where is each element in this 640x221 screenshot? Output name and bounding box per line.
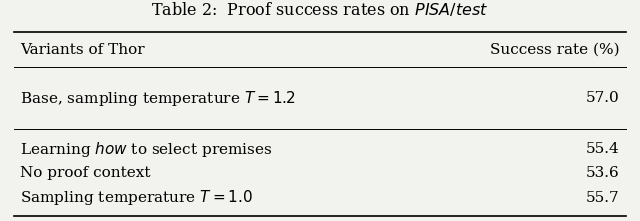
Text: Table 2:  Proof success rates on $\mathit{PISA/test}$: Table 2: Proof success rates on $\mathit… <box>151 1 489 19</box>
Text: No proof context: No proof context <box>20 166 151 181</box>
Text: Sampling temperature $T = 1.0$: Sampling temperature $T = 1.0$ <box>20 188 253 207</box>
Text: Base, sampling temperature $T = 1.2$: Base, sampling temperature $T = 1.2$ <box>20 89 296 108</box>
Text: 55.4: 55.4 <box>586 142 620 156</box>
Text: Success rate (%): Success rate (%) <box>490 43 620 57</box>
Text: Learning $\mathit{how}$ to select premises: Learning $\mathit{how}$ to select premis… <box>20 140 273 159</box>
Text: 57.0: 57.0 <box>586 91 620 105</box>
Text: 55.7: 55.7 <box>586 191 620 205</box>
Text: Variants of Thor: Variants of Thor <box>20 43 145 57</box>
Text: 53.6: 53.6 <box>586 166 620 181</box>
